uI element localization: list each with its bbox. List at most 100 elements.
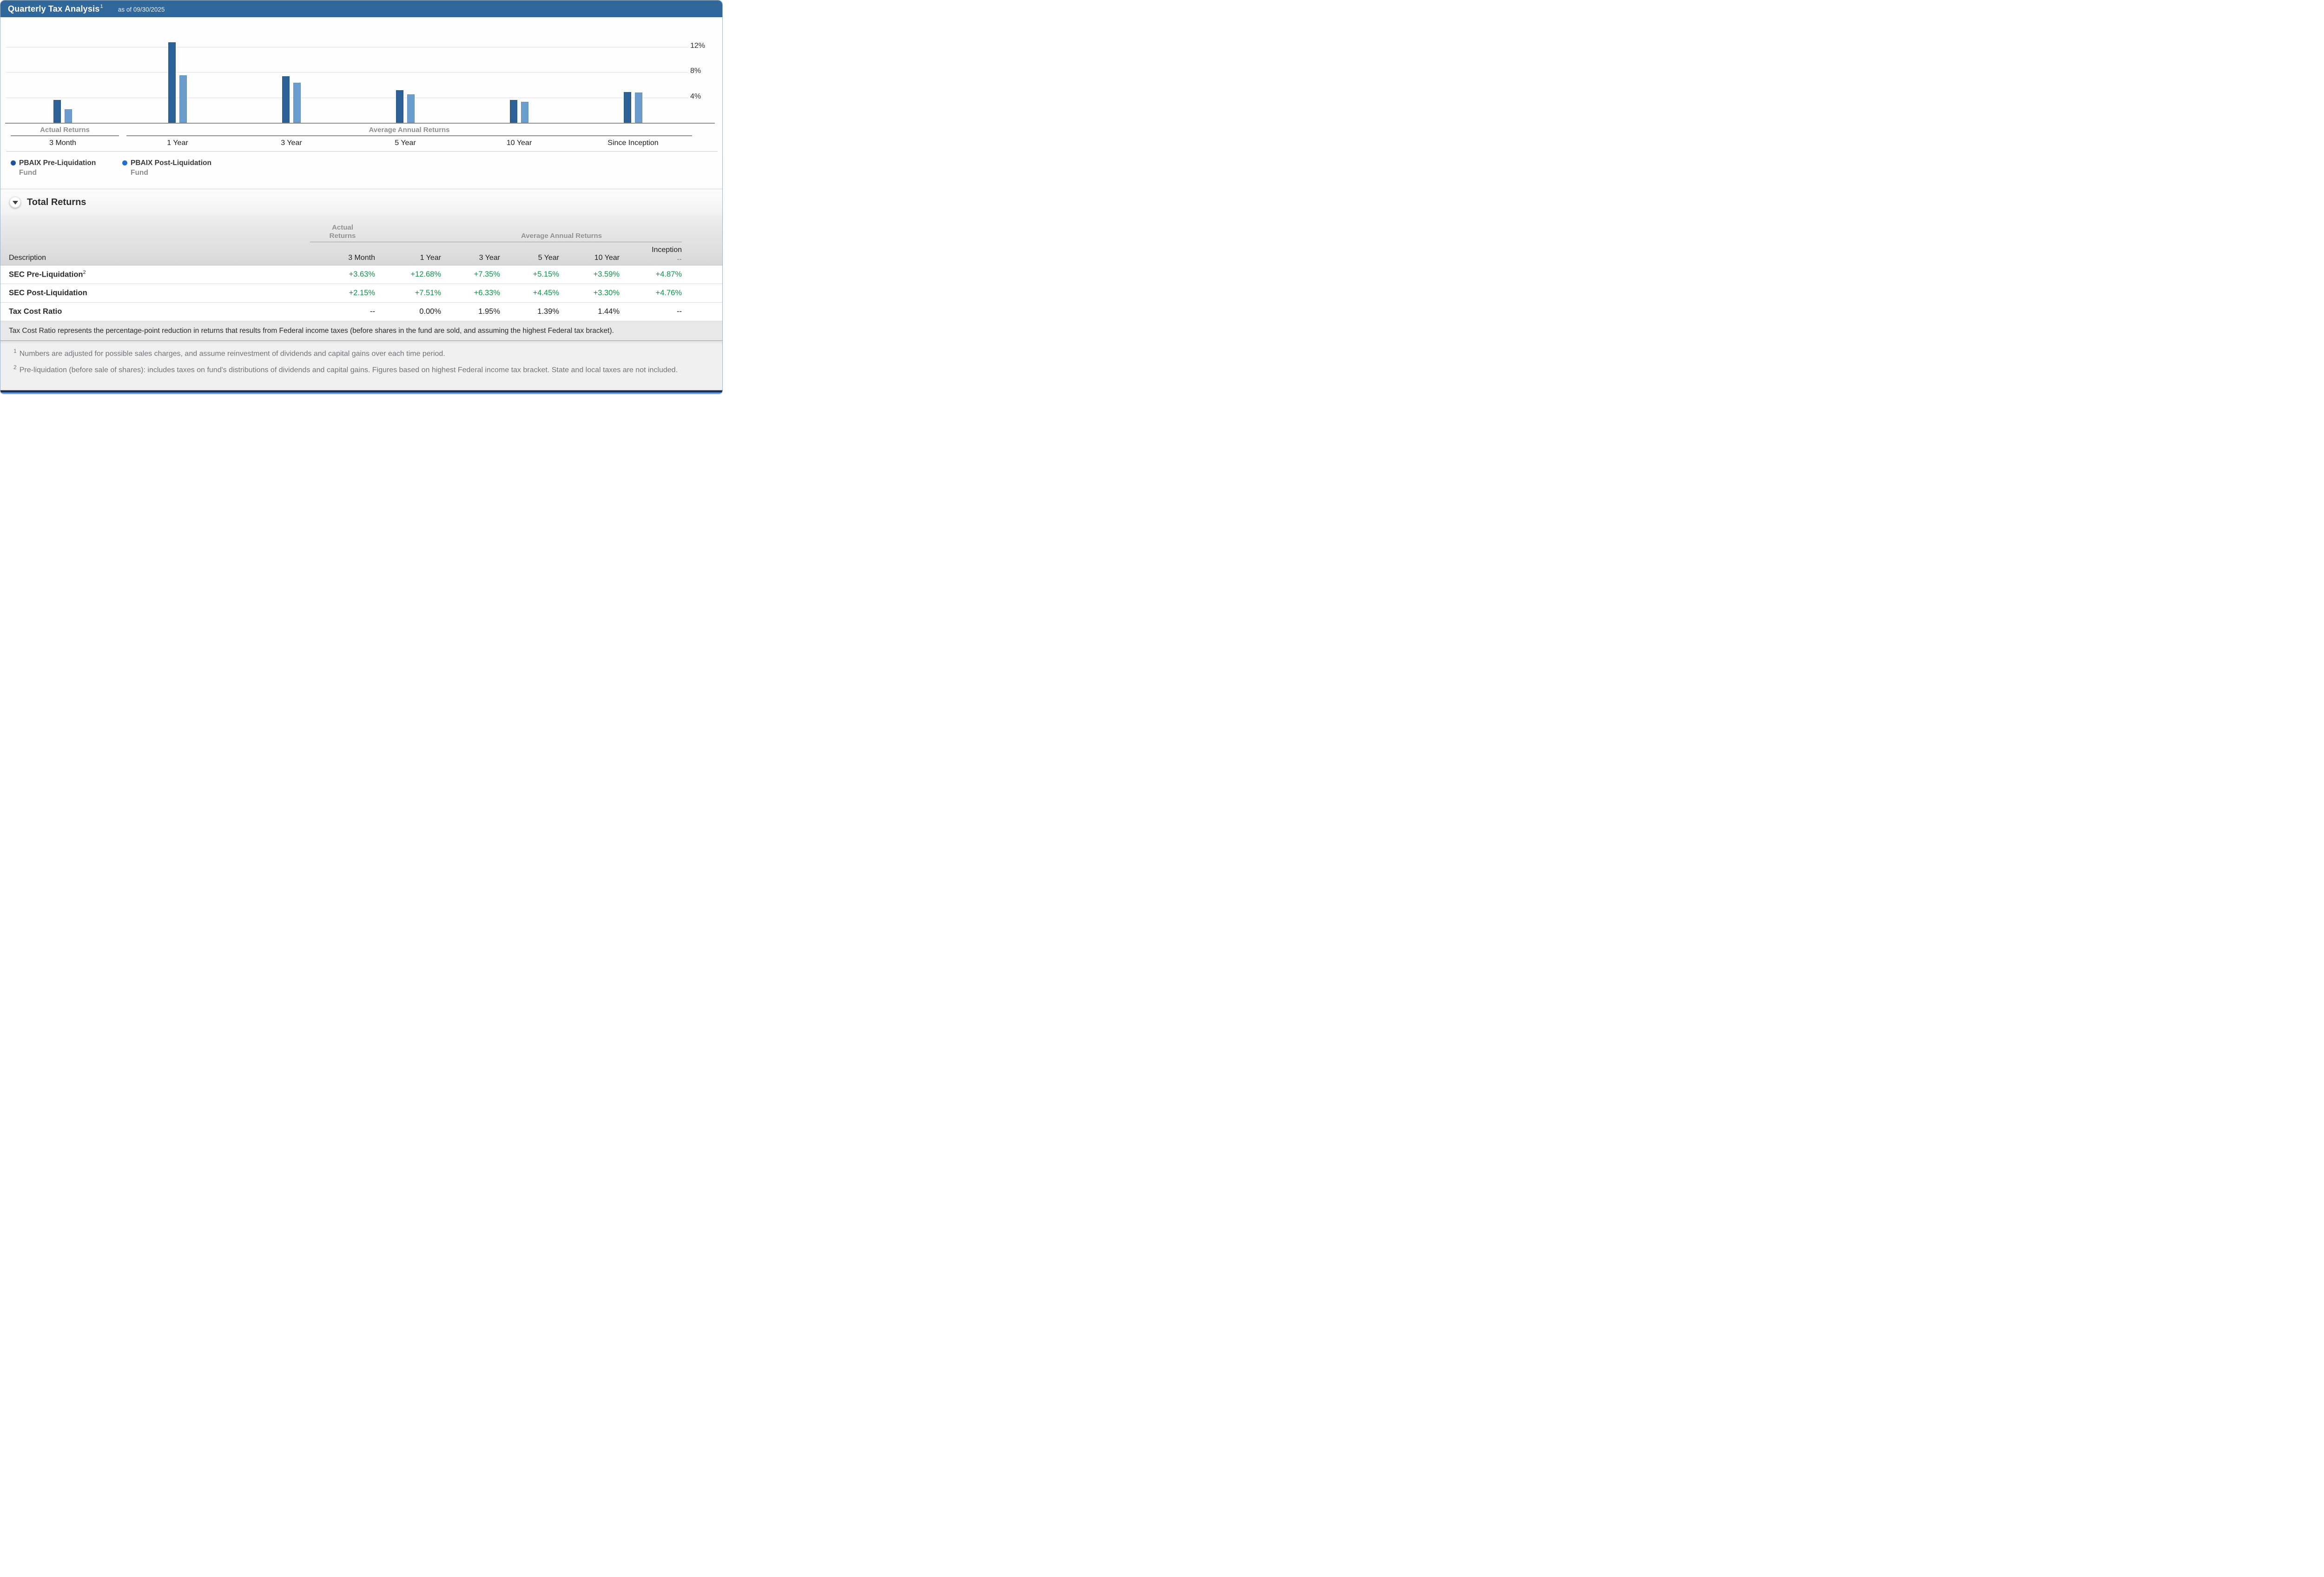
table-cell: +2.15% bbox=[349, 289, 375, 297]
table-row: SEC Post-Liquidation +2.15% +7.51% +6.33% +4… bbox=[0, 284, 722, 303]
footnote-text: Pre-liquidation (before sale of shares):… bbox=[19, 366, 678, 374]
table-note: Tax Cost Ratio represents the percentage… bbox=[0, 321, 722, 340]
x-axis-label: 1 Year bbox=[167, 139, 188, 147]
table-cell: +3.30% bbox=[593, 289, 620, 297]
as-of-date: as of 09/30/2025 bbox=[118, 6, 165, 13]
table-column-header-row: Description 3 Month 1 Year 3 Year 5 Year 10 … bbox=[0, 242, 722, 265]
total-returns-section: Total Returns Actual Returns Average Ann… bbox=[0, 189, 722, 391]
chevron-down-icon bbox=[12, 200, 18, 205]
x-axis-label: Since Inception bbox=[607, 139, 659, 147]
table-cell: +4.45% bbox=[533, 289, 559, 297]
table-group-header-row: Actual Returns Average Annual Returns bbox=[0, 215, 722, 242]
y-axis-tick-label: 4% bbox=[690, 92, 701, 100]
gridline bbox=[6, 72, 688, 73]
legend-label: PBAIX Post-Liquidation Fund bbox=[131, 158, 211, 178]
column-header-inception: Inception -- bbox=[620, 246, 682, 262]
table-cell: -- bbox=[677, 307, 682, 316]
bar-post-liquidation-4 bbox=[407, 94, 415, 123]
table-cell: -- bbox=[370, 307, 375, 316]
group-header-average-annual-returns: Average Annual Returns bbox=[441, 215, 682, 242]
section-header: Total Returns bbox=[0, 189, 722, 215]
inception-label: Inception bbox=[652, 246, 682, 254]
x-axis-label: 3 Month bbox=[49, 139, 76, 147]
page-title-text: Quarterly Tax Analysis bbox=[8, 4, 100, 13]
x-axis-label: 10 Year bbox=[506, 139, 532, 147]
section-title: Total Returns bbox=[27, 197, 86, 207]
bar-post-liquidation-3 bbox=[293, 82, 301, 123]
collapse-toggle-button[interactable] bbox=[10, 197, 20, 208]
table-cell: +4.76% bbox=[655, 289, 682, 297]
row-label: SEC Post-Liquidation bbox=[9, 289, 87, 297]
column-header-description: Description bbox=[9, 254, 46, 262]
bar-post-liquidation-6 bbox=[635, 93, 642, 123]
footnote-marker: 1 bbox=[13, 348, 17, 354]
x-axis-label: 3 Year bbox=[281, 139, 302, 147]
table-row: Tax Cost Ratio -- 0.00% 1.95% 1.39% 1.44% -- bbox=[0, 303, 722, 321]
table-cell: +3.59% bbox=[593, 270, 620, 278]
chart-group-label: Actual Returns bbox=[11, 125, 119, 136]
footnotes: 1 Numbers are adjusted for possible sales… bbox=[0, 341, 722, 391]
legend-dot-post-liquidation-icon bbox=[122, 160, 127, 166]
table-cell: 0.00% bbox=[419, 307, 441, 316]
group-header-one-year bbox=[375, 215, 441, 242]
footnote-marker: 2 bbox=[13, 364, 17, 371]
quarterly-tax-analysis-widget: Quarterly Tax Analysis1 as of 09/30/2025… bbox=[0, 0, 723, 394]
inception-sub-label: -- bbox=[677, 256, 682, 262]
title-bar: Quarterly Tax Analysis1 as of 09/30/2025 bbox=[0, 0, 722, 17]
column-header-10-year: 10 Year bbox=[594, 254, 620, 262]
legend-sublabel-text: Fund bbox=[19, 169, 37, 177]
table-cell: +7.51% bbox=[415, 289, 441, 297]
bar-pre-liquidation-3 bbox=[282, 76, 290, 123]
bar-pre-liquidation-6 bbox=[624, 92, 631, 123]
table-row: SEC Pre-Liquidation2 +3.63% +12.68% +7.35% +… bbox=[0, 265, 722, 284]
bar-pre-liquidation-1 bbox=[53, 99, 61, 123]
table-cell: +3.63% bbox=[349, 270, 375, 278]
group-header-actual-returns: Actual Returns bbox=[310, 215, 375, 242]
title-footnote-marker: 1 bbox=[100, 3, 103, 9]
x-axis-line bbox=[5, 123, 715, 124]
legend-item-pre-liquidation: PBAIX Pre-Liquidation Fund bbox=[11, 158, 96, 178]
bar-post-liquidation-5 bbox=[521, 102, 528, 123]
chart-bottom-divider bbox=[6, 151, 718, 152]
x-axis-label: 5 Year bbox=[395, 139, 416, 147]
table-cell: +5.15% bbox=[533, 270, 559, 278]
legend-label: PBAIX Pre-Liquidation Fund bbox=[19, 158, 96, 178]
bottom-accent-blue bbox=[0, 392, 722, 394]
footnote-text: Numbers are adjusted for possible sales … bbox=[19, 350, 445, 358]
bar-pre-liquidation-5 bbox=[510, 100, 517, 123]
footnote: 1 Numbers are adjusted for possible sales… bbox=[13, 346, 711, 358]
chart-group-label: Average Annual Returns bbox=[126, 125, 692, 136]
y-axis-tick-label: 8% bbox=[690, 67, 701, 75]
table-cell: +7.35% bbox=[474, 270, 500, 278]
table-cell: +12.68% bbox=[410, 270, 441, 278]
column-header-1-year: 1 Year bbox=[420, 254, 441, 262]
column-header-3-month: 3 Month bbox=[348, 254, 375, 262]
legend-item-post-liquidation: PBAIX Post-Liquidation Fund bbox=[122, 158, 211, 178]
row-footnote-marker: 2 bbox=[83, 270, 86, 276]
legend-label-text: PBAIX Post-Liquidation bbox=[131, 159, 211, 167]
bar-pre-liquidation-4 bbox=[396, 90, 403, 123]
bar-pre-liquidation-2 bbox=[168, 42, 176, 123]
table-header-band: Actual Returns Average Annual Returns De… bbox=[0, 215, 722, 265]
bottom-accent-navy bbox=[0, 390, 722, 392]
table-cell: +6.33% bbox=[474, 289, 500, 297]
y-axis-tick-label: 12% bbox=[690, 41, 706, 50]
column-header-5-year: 5 Year bbox=[538, 254, 559, 262]
table-cell: +4.87% bbox=[655, 270, 682, 278]
legend-sublabel-text: Fund bbox=[131, 169, 148, 177]
bar-post-liquidation-1 bbox=[65, 109, 72, 123]
table-body: SEC Pre-Liquidation2 +3.63% +12.68% +7.35% +… bbox=[0, 265, 722, 321]
table-cell: 1.39% bbox=[537, 307, 559, 316]
row-label: Tax Cost Ratio bbox=[9, 307, 62, 316]
group-header-spacer bbox=[0, 215, 310, 242]
table-cell: 1.95% bbox=[478, 307, 500, 316]
footnote-divider bbox=[0, 340, 722, 341]
table-cell: 1.44% bbox=[598, 307, 620, 316]
footnote: 2 Pre-liquidation (before sale of shares)… bbox=[13, 363, 711, 375]
column-header-3-year: 3 Year bbox=[479, 254, 500, 262]
chart-legend: PBAIX Pre-Liquidation Fund PBAIX Post-Li… bbox=[0, 154, 722, 189]
row-label: SEC Pre-Liquidation2 bbox=[9, 270, 86, 279]
legend-dot-pre-liquidation-icon bbox=[11, 160, 16, 166]
page-title: Quarterly Tax Analysis1 bbox=[8, 4, 103, 14]
bar-post-liquidation-2 bbox=[179, 75, 187, 123]
